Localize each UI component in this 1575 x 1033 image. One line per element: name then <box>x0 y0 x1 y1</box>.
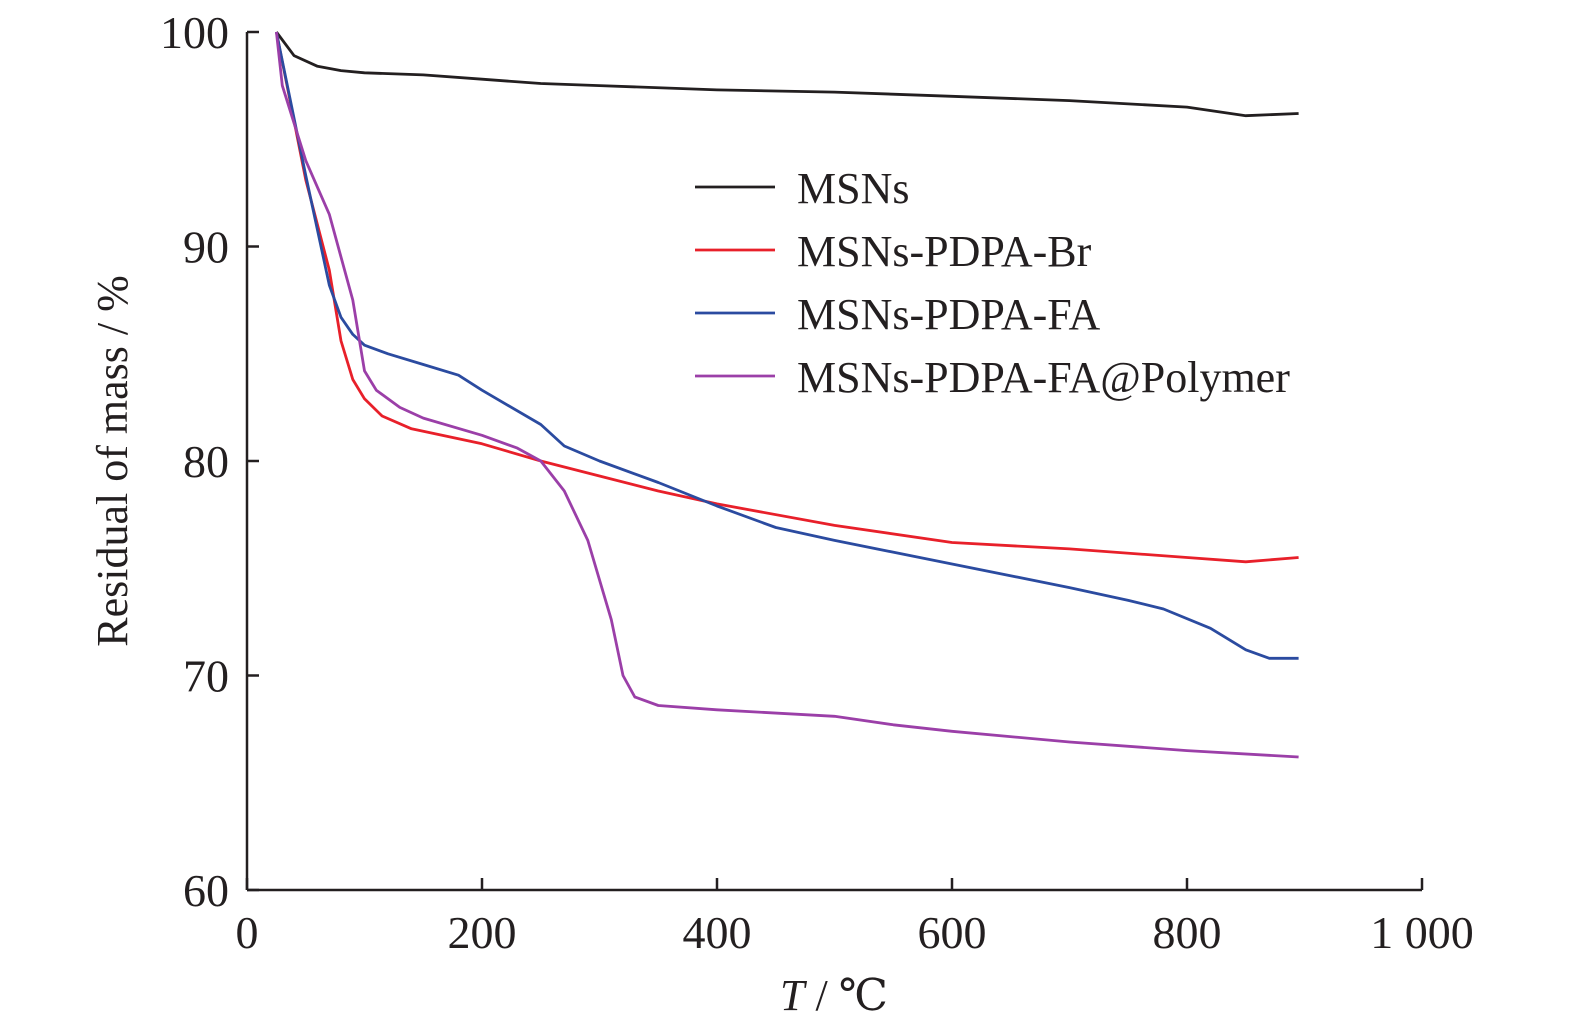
series-line-msns-pdpa-fa <box>275 31 1299 660</box>
legend-label: MSNs <box>797 164 910 213</box>
x-axis-label: T / ℃ <box>780 971 888 1020</box>
y-tick-label: 80 <box>183 436 229 487</box>
legend-label: MSNs-PDPA-FA@Polymer <box>797 353 1290 402</box>
x-tick-label: 800 <box>1153 907 1222 958</box>
x-tick-label: 600 <box>918 907 987 958</box>
x-axis-variable: T <box>780 971 808 1020</box>
legend: MSNs MSNs-PDPA-Br MSNs-PDPA-FA MSNs-PDPA-FA… <box>695 164 1290 402</box>
axes: 0 200 400 600 800 1 000 60 70 80 90 100 <box>160 7 1474 958</box>
x-axis-unit: / ℃ <box>805 971 888 1020</box>
series-line-msns-pdpa-br <box>275 31 1299 564</box>
y-tick-label: 100 <box>160 7 229 58</box>
y-axis-label: Residual of mass / % <box>88 275 137 647</box>
series-line-msns <box>275 31 1299 118</box>
y-tick-label: 60 <box>183 865 229 916</box>
x-tick-label: 400 <box>683 907 752 958</box>
legend-label: MSNs-PDPA-FA <box>797 290 1100 339</box>
y-tick-label: 90 <box>183 222 229 273</box>
y-tick-label: 70 <box>183 651 229 702</box>
x-tick-label: 1 000 <box>1370 907 1474 958</box>
x-tick-label: 0 <box>236 907 259 958</box>
legend-label: MSNs-PDPA-Br <box>797 227 1092 276</box>
series-line-msns-pdpa-fa-polymer <box>275 31 1299 759</box>
x-tick-label: 200 <box>448 907 517 958</box>
series-lines <box>275 31 1299 759</box>
